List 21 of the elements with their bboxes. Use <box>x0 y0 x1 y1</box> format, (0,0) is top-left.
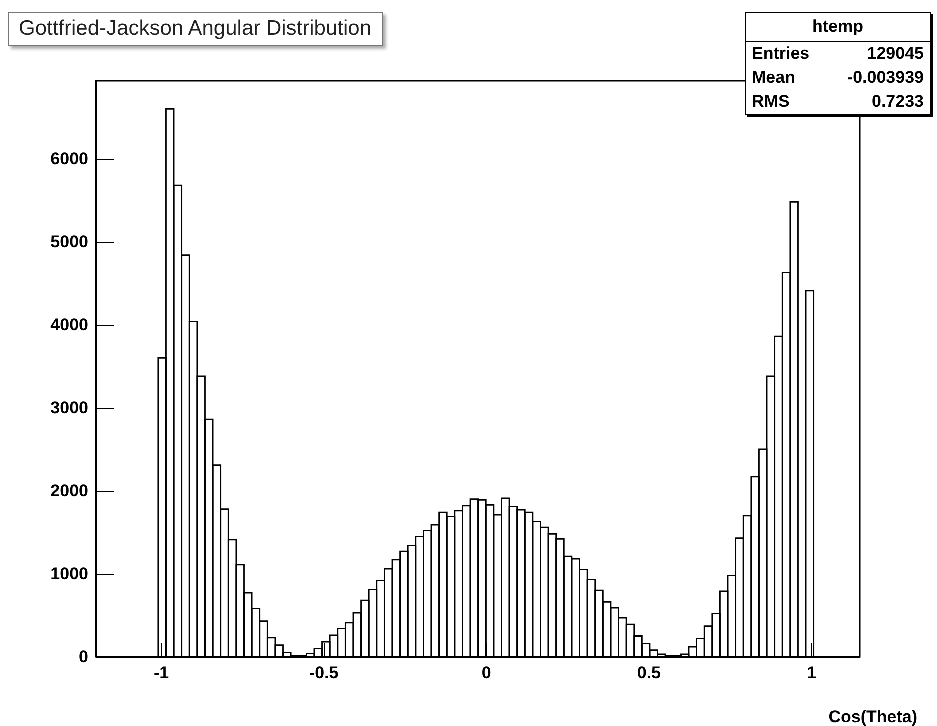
x-tick-label: 1 <box>807 664 816 682</box>
chart-title: Gottfried-Jackson Angular Distribution <box>8 12 382 46</box>
y-tick-label: 0 <box>79 648 88 666</box>
text: 0.7233 <box>872 92 924 112</box>
x-tick-label: -1 <box>154 664 170 682</box>
x-tick-label: -0.5 <box>309 664 339 682</box>
annotation: RMS <box>752 92 790 112</box>
y-tick-label: 6000 <box>50 150 88 169</box>
x-tick-label: 0.5 <box>637 664 661 682</box>
y-tick-label: 1000 <box>50 564 88 584</box>
y-tick-label: 5000 <box>50 232 88 252</box>
text: htemp <box>746 13 930 42</box>
x-tick-label: 0 <box>482 664 492 682</box>
y-tick-label: 2000 <box>50 482 88 501</box>
annotation: Mean <box>752 68 796 88</box>
y-tick-label: 3000 <box>50 398 88 418</box>
text: 129045 <box>867 44 924 64</box>
annotation: -0.003939 <box>847 68 924 88</box>
x-axis-title: Cos(Theta) <box>828 708 918 726</box>
text: Entries <box>752 44 810 64</box>
y-tick-label: 4000 <box>50 316 88 335</box>
